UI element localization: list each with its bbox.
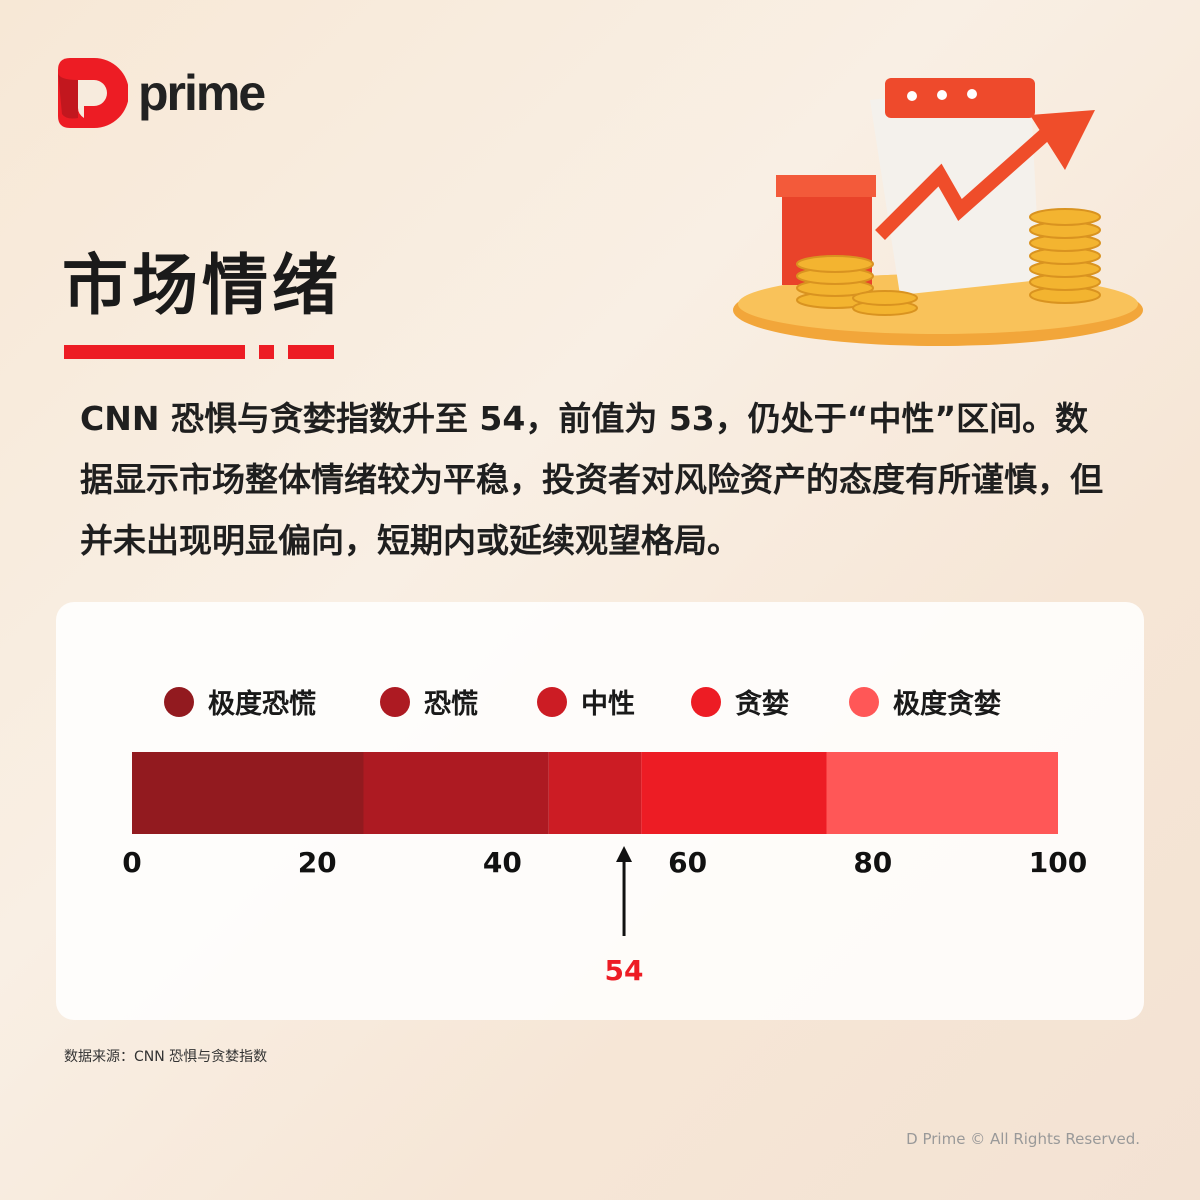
gauge-segment-2: [548, 752, 642, 834]
tick-label: 60: [668, 846, 707, 879]
legend-item: 恐慌: [380, 682, 478, 721]
legend-label: 中性: [581, 689, 635, 720]
legend-dot: [164, 686, 194, 717]
fear-greed-gauge: 0 20 40 60 80 100 54: [122, 752, 1087, 987]
logo-d-icon: [58, 58, 128, 128]
page-title: 市场情绪: [62, 247, 342, 324]
legend-dot: [849, 686, 879, 717]
legend-dot: [691, 686, 721, 717]
marker-value: 54: [605, 954, 644, 987]
legend-item: 极度贪婪: [849, 682, 1001, 721]
logo-text: prime: [138, 65, 266, 121]
legend-item: 中性: [537, 682, 635, 721]
summary-text: CNN 恐惧与贪婪指数升至 54，前值为 53，仍处于“中性”区间。数据显示市场…: [80, 399, 1103, 560]
legend-label: 极度贪婪: [893, 689, 1001, 720]
gauge-segment-1: [363, 752, 549, 834]
legend-label: 恐慌: [424, 689, 478, 720]
tick-label: 40: [483, 846, 522, 879]
copyright: D Prime © All Rights Reserved.: [906, 1130, 1140, 1148]
legend-item: 极度恐慌: [164, 682, 316, 721]
tick-label: 80: [853, 846, 892, 879]
tick-label: 100: [1029, 846, 1087, 879]
gauge-segment-4: [826, 752, 1058, 834]
growth-chart-illustration: [733, 78, 1143, 346]
legend-dot: [380, 686, 410, 717]
title-underline: [64, 345, 334, 359]
logo: prime: [58, 58, 266, 128]
legend-item: 贪婪: [691, 682, 789, 721]
tick-label: 20: [298, 846, 337, 879]
tick-label: 0: [122, 846, 141, 879]
fear-greed-card: 极度恐慌 恐慌 中性 贪婪 极度贪婪 0 20 40 60 80 100 54: [56, 602, 1144, 1020]
gauge-segment-0: [132, 752, 364, 834]
legend-dot: [537, 686, 567, 717]
data-source: 数据来源：CNN 恐惧与贪婪指数: [64, 1049, 268, 1065]
legend-label: 极度恐慌: [208, 689, 316, 720]
gauge-segment-3: [641, 752, 827, 834]
legend-label: 贪婪: [735, 689, 789, 720]
marker-arrow-icon: [616, 846, 633, 862]
